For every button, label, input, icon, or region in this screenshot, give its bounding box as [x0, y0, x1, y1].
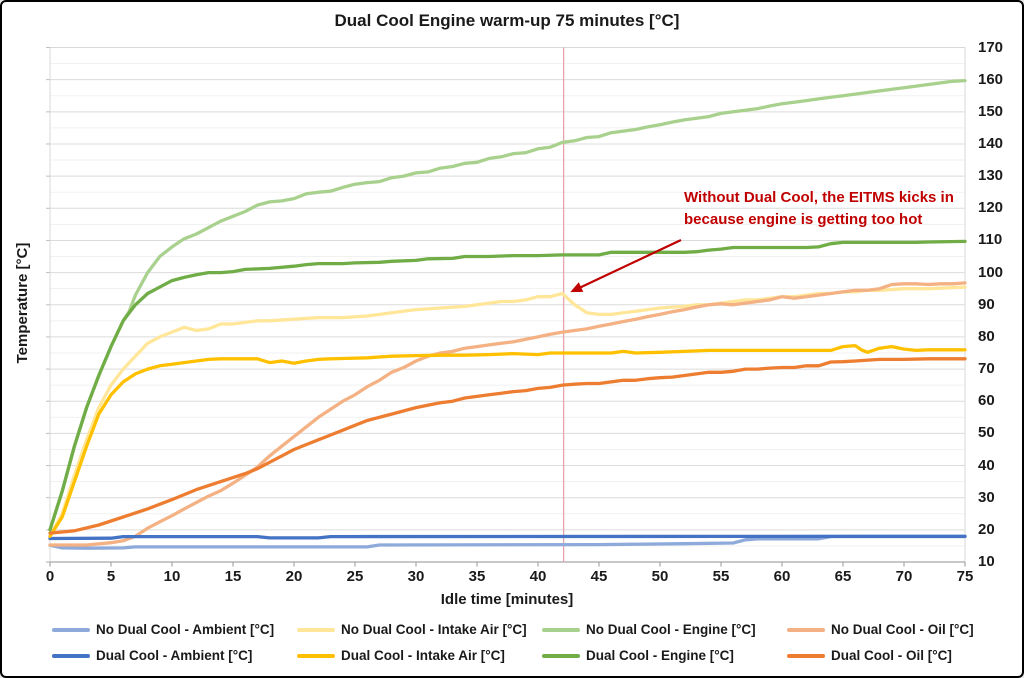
y-tick-label: 140 — [978, 134, 1004, 152]
series-line-no-dual-cool-oil — [48, 281, 967, 547]
series-line-dual-cool-intake-air — [48, 343, 967, 538]
legend-item-no-dual-cool-ambient: No Dual Cool - Ambient [°C] — [52, 620, 297, 639]
y-tick-label: 10 — [978, 553, 995, 570]
legend-swatch-dual-cool-oil — [787, 653, 825, 658]
y-tick-label: 150 — [978, 102, 1004, 120]
legend-label-dual-cool-intake-air: Dual Cool - Intake Air [°C] — [341, 648, 505, 663]
y-tick-label: 70 — [978, 360, 995, 378]
legend-label-no-dual-cool-intake-air: No Dual Cool - Intake Air [°C] — [341, 622, 527, 637]
x-tick-label: 60 — [773, 568, 791, 585]
legend-swatch-no-dual-cool-intake-air — [297, 627, 335, 632]
series-line-dual-cool-ambient — [48, 534, 967, 541]
series-line-no-dual-cool-intake-air — [48, 285, 967, 538]
y-tick-label: 130 — [978, 167, 1004, 185]
series-line-dual-cool-engine — [48, 239, 967, 532]
legend-item-no-dual-cool-intake-air: No Dual Cool - Intake Air [°C] — [297, 620, 542, 639]
legend: No Dual Cool - Ambient [°C] No Dual Cool … — [52, 620, 1022, 665]
legend-label-no-dual-cool-ambient: No Dual Cool - Ambient [°C] — [96, 622, 275, 637]
legend-swatch-dual-cool-intake-air — [297, 653, 335, 658]
legend-item-dual-cool-oil: Dual Cool - Oil [°C] — [787, 646, 1022, 665]
series-line-no-dual-cool-ambient — [48, 534, 967, 550]
y-tick-label: 170 — [978, 38, 1004, 56]
y-tick-label: 90 — [978, 295, 995, 313]
x-tick-label: 65 — [834, 568, 852, 585]
legend-swatch-no-dual-cool-engine — [542, 627, 580, 632]
legend-label-dual-cool-ambient: Dual Cool - Ambient [°C] — [96, 648, 253, 663]
legend-label-no-dual-cool-oil: No Dual Cool - Oil [°C] — [831, 622, 974, 637]
annotation-line-2: because engine is getting too hot — [684, 211, 923, 228]
legend-swatch-no-dual-cool-ambient — [52, 627, 90, 632]
y-tick-label: 30 — [978, 488, 995, 506]
x-tick-label: 55 — [712, 568, 730, 585]
annotation-arrow-line — [575, 239, 682, 291]
x-tick-label: 25 — [346, 568, 364, 585]
x-tick-label: 5 — [106, 568, 116, 585]
annotation-line-1: Without Dual Cool, the EITMS kicks in — [684, 189, 954, 206]
x-tick-label: 35 — [468, 568, 486, 585]
x-tick-label: 30 — [407, 568, 425, 585]
y-tick-label: 50 — [978, 424, 995, 442]
x-axis-title: Idle time [minutes] — [440, 591, 574, 608]
legend-swatch-dual-cool-engine — [542, 653, 580, 658]
legend-item-dual-cool-engine: Dual Cool - Engine [°C] — [542, 646, 787, 665]
series-line-dual-cool-oil — [48, 357, 967, 535]
series-line-no-dual-cool-engine — [48, 78, 967, 532]
y-axis-title: Temperature [°C] — [14, 242, 31, 364]
legend-item-no-dual-cool-oil: No Dual Cool - Oil [°C] — [787, 620, 1022, 639]
x-tick-label: 75 — [956, 568, 974, 585]
x-tick-label: 10 — [163, 568, 181, 585]
x-tick-label: 20 — [285, 568, 303, 585]
y-tick-label: 80 — [978, 327, 995, 345]
annotation-arrowhead-icon — [570, 282, 584, 293]
y-tick-label: 40 — [978, 456, 995, 474]
y-tick-label: 120 — [978, 199, 1004, 217]
chart-title: Dual Cool Engine warm-up 75 minutes [°C] — [334, 11, 680, 30]
x-tick-label: 70 — [895, 568, 913, 585]
y-tick-label: 100 — [978, 263, 1004, 281]
x-tick-label: 40 — [529, 568, 547, 585]
y-tick-label: 20 — [978, 520, 995, 538]
y-tick-label: 160 — [978, 70, 1004, 88]
legend-swatch-no-dual-cool-oil — [787, 627, 825, 632]
legend-item-dual-cool-ambient: Dual Cool - Ambient [°C] — [52, 646, 297, 665]
y-tick-label: 110 — [978, 231, 1003, 249]
legend-swatch-dual-cool-ambient — [52, 653, 90, 658]
x-tick-label: 45 — [590, 568, 608, 585]
annotation-text: Without Dual Cool, the EITMS kicks in be… — [684, 187, 984, 231]
legend-label-dual-cool-engine: Dual Cool - Engine [°C] — [586, 648, 734, 663]
x-tick-label: 50 — [651, 568, 669, 585]
legend-label-dual-cool-oil: Dual Cool - Oil [°C] — [831, 648, 952, 663]
x-tick-label: 15 — [224, 568, 242, 585]
y-tick-label: 60 — [978, 392, 995, 410]
x-tick-label: 0 — [45, 568, 55, 585]
legend-label-no-dual-cool-engine: No Dual Cool - Engine [°C] — [586, 622, 756, 637]
legend-item-no-dual-cool-engine: No Dual Cool - Engine [°C] — [542, 620, 787, 639]
legend-item-dual-cool-intake-air: Dual Cool - Intake Air [°C] — [297, 646, 542, 665]
